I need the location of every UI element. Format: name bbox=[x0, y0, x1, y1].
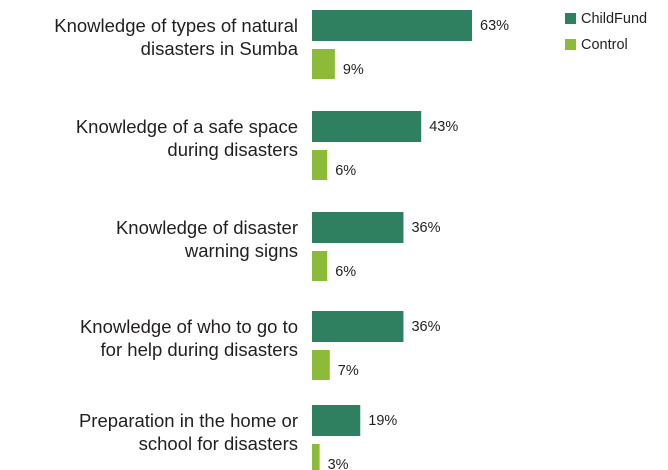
category-label-line: during disasters bbox=[167, 139, 298, 160]
data-label: 6% bbox=[335, 163, 356, 179]
data-label: 43% bbox=[429, 119, 458, 135]
data-label: 36% bbox=[411, 220, 440, 236]
data-label: 63% bbox=[480, 18, 509, 34]
bar-group: Preparation in the home or school for dis… bbox=[79, 405, 397, 470]
control-bar bbox=[312, 251, 328, 281]
control-bar bbox=[312, 150, 328, 180]
category-label-line: Knowledge of who to go to bbox=[80, 316, 298, 337]
control-bar bbox=[312, 350, 330, 380]
bar-group: Knowledge of who to go to for help during… bbox=[80, 311, 441, 380]
category-label-line: for help during disasters bbox=[101, 339, 298, 360]
category-label: Knowledge of who to go to for help during… bbox=[80, 316, 298, 360]
legend: ChildFund Control bbox=[565, 11, 647, 53]
childfund-bar bbox=[312, 212, 404, 243]
data-label: 3% bbox=[328, 457, 349, 470]
data-label: 36% bbox=[411, 319, 440, 335]
childfund-bar bbox=[312, 405, 361, 436]
legend-swatch bbox=[565, 39, 576, 50]
category-label: Preparation in the home or school for dis… bbox=[79, 410, 298, 454]
legend-label: Control bbox=[581, 37, 628, 53]
data-label: 6% bbox=[335, 264, 356, 280]
data-label: 19% bbox=[368, 413, 397, 429]
control-bar bbox=[312, 444, 320, 470]
category-label-line: disasters in Sumba bbox=[141, 38, 299, 59]
data-label: 7% bbox=[338, 363, 359, 379]
childfund-bar bbox=[312, 10, 473, 41]
legend-label: ChildFund bbox=[581, 11, 647, 27]
data-label: 9% bbox=[343, 62, 364, 78]
legend-swatch bbox=[565, 13, 576, 24]
category-label-line: Knowledge of types of natural bbox=[54, 15, 298, 36]
category-label-line: school for disasters bbox=[139, 433, 298, 454]
control-bar bbox=[312, 49, 335, 79]
category-label: Knowledge of types of natural disasters i… bbox=[54, 15, 298, 59]
category-label: Knowledge of disaster warning signs bbox=[116, 217, 298, 261]
category-label: Knowledge of a safe space during disaster… bbox=[76, 116, 298, 160]
bar-group: Knowledge of disaster warning signs 36% 6% bbox=[116, 212, 441, 281]
category-label-line: Knowledge of a safe space bbox=[76, 116, 298, 137]
category-label-line: Preparation in the home or bbox=[79, 410, 298, 431]
childfund-bar bbox=[312, 311, 404, 342]
category-label-line: Knowledge of disaster bbox=[116, 217, 298, 238]
bar-group: Knowledge of types of natural disasters i… bbox=[54, 10, 509, 79]
childfund-bar bbox=[312, 111, 422, 142]
category-label-line: warning signs bbox=[184, 240, 298, 261]
bar-group: Knowledge of a safe space during disaster… bbox=[76, 111, 458, 180]
